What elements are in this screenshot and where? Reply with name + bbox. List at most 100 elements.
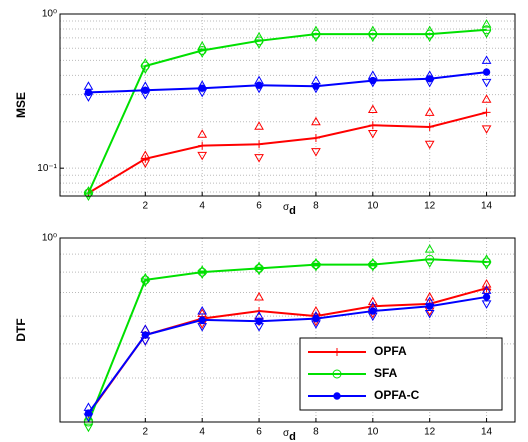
marker [424,310,435,319]
marker [311,306,321,315]
marker [254,261,264,270]
axes-frame [59,13,516,197]
x-tick-label: 10 [367,427,379,438]
marker [254,121,264,130]
marker [254,263,264,273]
marker [424,140,435,150]
marker [333,392,341,400]
marker [83,93,94,102]
marker [140,278,151,287]
marker [140,81,151,90]
marker [481,78,492,88]
marker [368,121,377,130]
marker [367,312,378,322]
marker [424,70,435,79]
legend-label: OPFA [374,344,407,358]
legend-label: OPFA-C [374,388,420,402]
marker [311,262,321,272]
x-tick-label: 14 [481,201,493,212]
marker [481,29,492,39]
marker [424,78,435,88]
y-axis-label: MSE [14,92,28,118]
marker [481,285,492,294]
x-tick-label: 6 [256,427,262,438]
marker [367,301,378,310]
axes-frame [59,237,516,423]
series-line [88,71,487,94]
marker [367,104,378,114]
x-tick-label: 14 [481,427,493,438]
marker [482,68,491,76]
x-tick-label: 4 [199,427,205,438]
x-tick-label: 2 [143,427,149,438]
marker [311,84,321,94]
marker [83,402,94,411]
marker [367,257,378,267]
marker [254,266,264,276]
marker [197,267,207,277]
marker [311,33,321,42]
marker [197,323,208,332]
marker [83,81,94,90]
marker [255,317,263,325]
marker [254,311,264,320]
marker [255,140,264,149]
marker [481,300,492,309]
series-line [87,28,487,194]
marker [367,78,378,88]
marker [311,320,321,329]
series-line [87,295,487,414]
marker [84,409,93,417]
marker [481,254,492,263]
marker [367,262,378,272]
marker [254,40,264,49]
marker [197,270,208,280]
marker [140,159,151,169]
marker [481,261,492,270]
x-axis-label: σd [283,202,296,217]
marker [84,88,93,97]
marker [332,369,342,379]
marker [140,65,151,74]
marker [481,55,492,64]
marker [333,348,341,356]
marker [140,150,151,159]
x-tick-label: 12 [424,427,436,438]
x-tick-label: 8 [313,427,319,438]
marker [254,75,264,85]
marker [368,260,378,270]
x-tick-label: 4 [199,201,205,212]
marker [311,257,321,267]
y-tick-label: 10⁻¹ [37,163,57,174]
legend-label: SFA [374,366,398,380]
marker [424,33,435,42]
marker [198,316,206,324]
x-tick-label: 8 [313,201,319,212]
y-axis-label: DTF [14,318,28,341]
marker [481,94,492,103]
x-tick-label: 12 [424,201,436,212]
marker [83,413,94,422]
marker [311,75,321,85]
marker [424,107,435,116]
marker [311,148,321,157]
marker [481,125,492,134]
marker [424,259,435,268]
marker [311,260,321,270]
marker [140,324,151,333]
marker [482,108,491,117]
marker [367,296,378,306]
marker [197,265,208,274]
marker [481,19,492,28]
series-line [87,258,487,423]
x-tick-label: 10 [367,201,379,212]
y-tick-label: 10⁰ [42,9,57,20]
series-line [87,111,487,194]
marker [424,291,435,301]
marker [254,154,264,163]
marker [198,141,207,150]
marker [197,80,208,89]
marker [140,272,151,282]
marker [425,302,434,310]
